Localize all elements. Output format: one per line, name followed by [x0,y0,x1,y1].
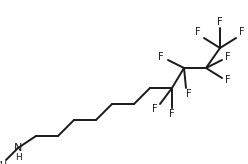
Text: F: F [152,104,158,114]
Text: N: N [14,143,22,153]
Text: F: F [195,27,201,37]
Text: F: F [158,52,164,62]
Text: F: F [239,27,245,37]
Text: F: F [225,52,231,62]
Text: F: F [186,89,192,99]
Text: F: F [225,75,231,85]
Text: CH₃: CH₃ [0,161,11,164]
Text: F: F [169,109,175,119]
Text: F: F [217,17,223,27]
Text: H: H [15,153,21,162]
